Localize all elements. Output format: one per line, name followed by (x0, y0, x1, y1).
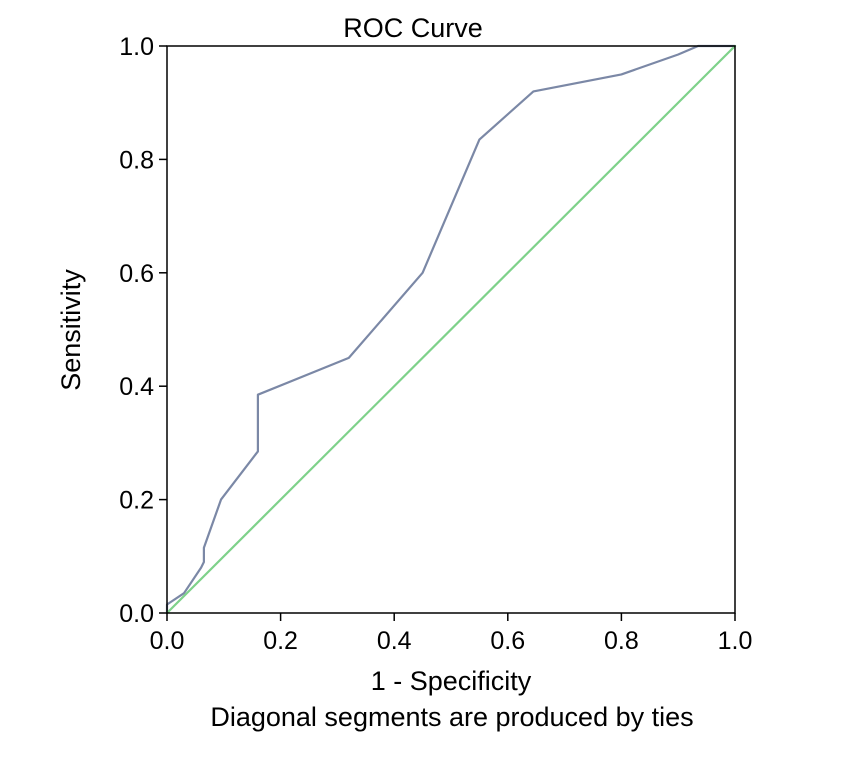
y-tick-label: 0.6 (119, 260, 154, 288)
x-tick-label: 0.4 (377, 627, 412, 655)
plot-frame (166, 45, 736, 614)
plot-area: 0.0 0.2 0.4 0.6 0.8 1.0 0.0 0.2 0.4 0.6 0.8 1.0 (119, 33, 752, 655)
x-axis-label: 1 - Specificity (371, 666, 532, 696)
y-tick-label: 0.4 (119, 373, 154, 401)
y-axis-label: Sensitivity (56, 269, 86, 391)
y-tick-label: 0.2 (119, 487, 154, 515)
chart-title: ROC Curve (343, 13, 483, 43)
y-tick-label: 0.0 (119, 600, 154, 628)
reference-diagonal-line (165, 44, 737, 615)
y-tick-label: 1.0 (119, 33, 154, 61)
x-tick-label: 0.2 (263, 627, 298, 655)
x-tick-label: 0.8 (604, 627, 639, 655)
x-tick-label: 1.0 (718, 627, 753, 655)
x-tick-label: 0.0 (150, 627, 185, 655)
x-tick-label: 0.6 (490, 627, 525, 655)
footnote: Diagonal segments are produced by ties (210, 702, 693, 732)
y-tick-label: 0.8 (119, 146, 154, 174)
roc-curve-line (165, 44, 737, 615)
